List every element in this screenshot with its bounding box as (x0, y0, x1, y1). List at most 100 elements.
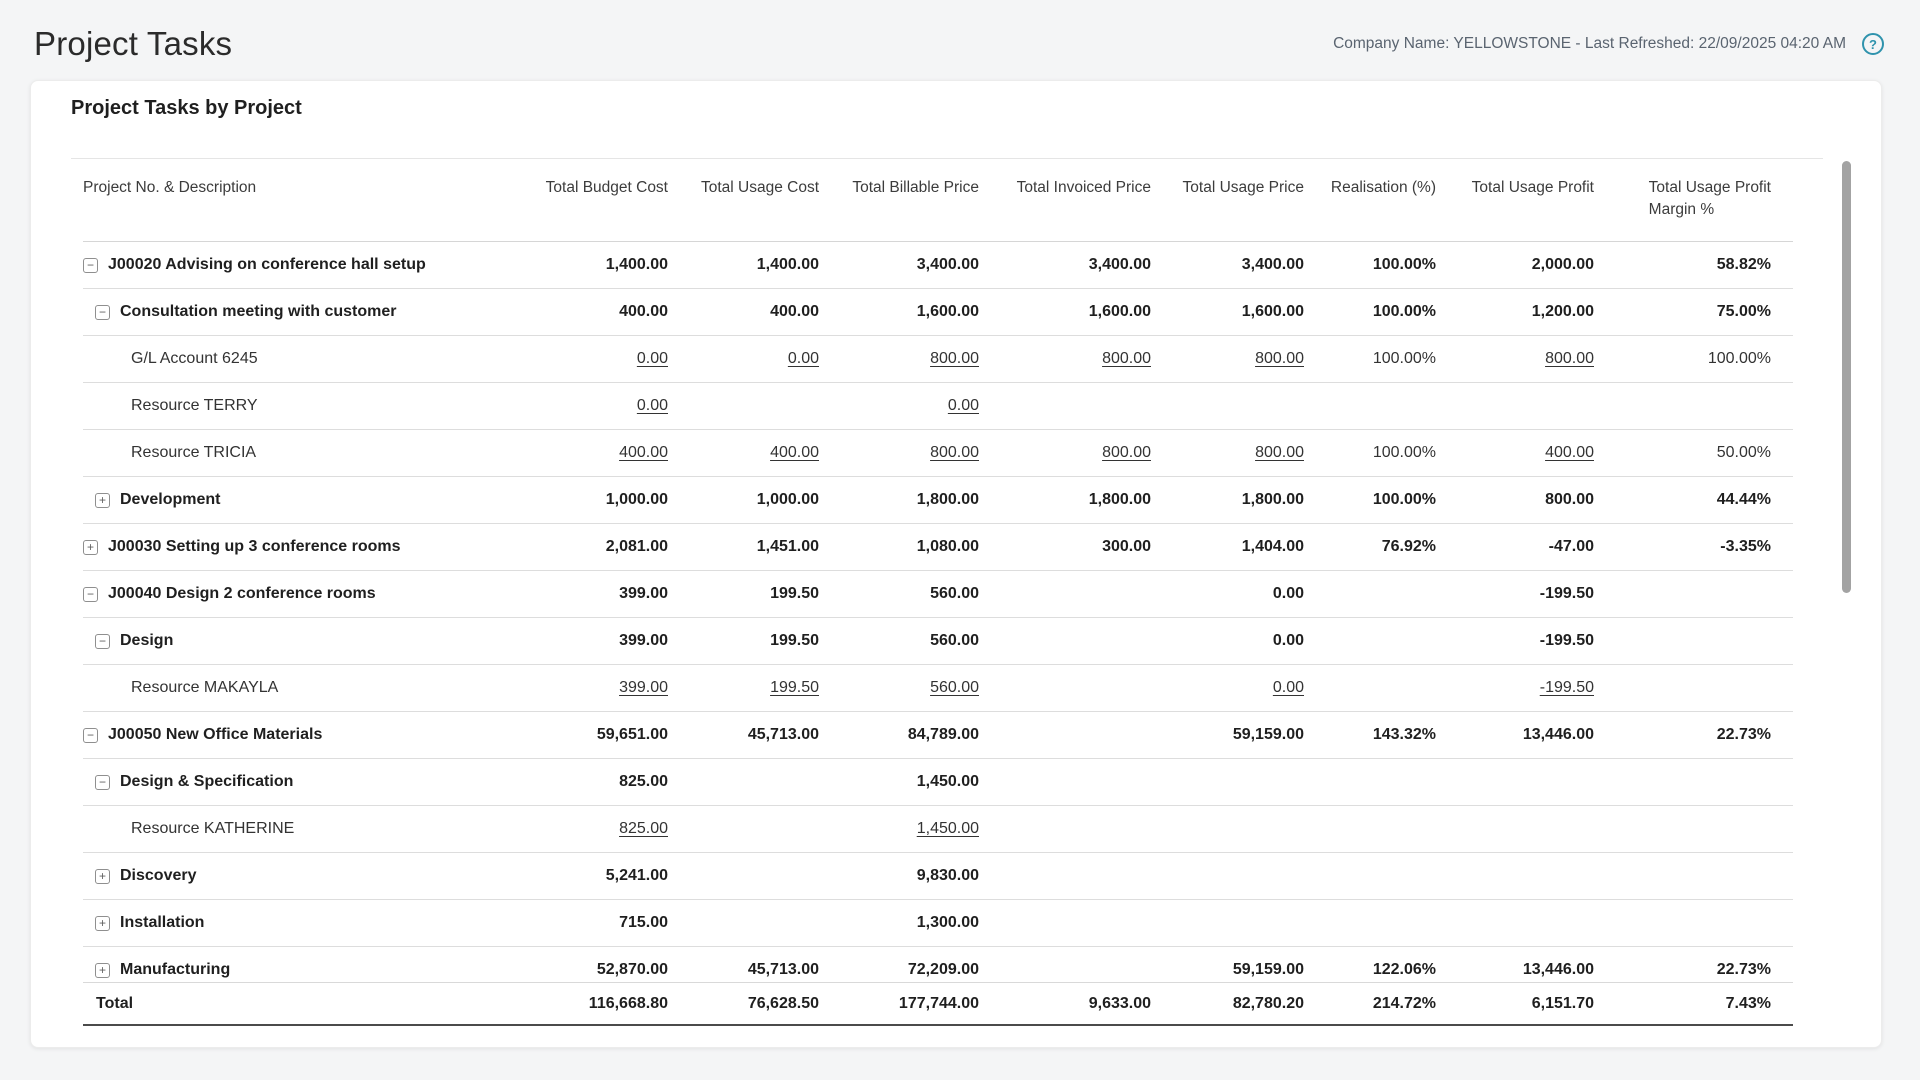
drilldown-link[interactable]: 0.00 (1272, 679, 1304, 696)
table-row: + Installation 715.00 1,300.00 (83, 900, 1793, 947)
collapse-icon[interactable]: − (95, 774, 110, 790)
drilldown-link[interactable]: 800.00 (1102, 444, 1151, 461)
row-label: J00050 New Office Materials (108, 726, 323, 743)
cell-value: 800.00 (1151, 444, 1304, 462)
cell-value: 199.50 (668, 679, 819, 697)
drilldown-link[interactable]: 800.00 (1255, 350, 1304, 367)
table-row: + J00030 Setting up 3 conference rooms 2,0… (83, 524, 1793, 571)
drilldown-link[interactable]: 1,450.00 (916, 820, 979, 837)
collapse-icon[interactable]: − (83, 257, 98, 273)
drilldown-link[interactable]: 400.00 (619, 444, 668, 461)
cell-value: 22.73% (1716, 726, 1771, 743)
expand-icon[interactable]: + (95, 962, 110, 978)
cell-value: 400.00 (431, 444, 668, 462)
row-label: Design & Specification (120, 773, 294, 790)
cell-value: 100.00% (1707, 350, 1771, 367)
collapse-icon[interactable]: − (83, 727, 98, 743)
drilldown-link[interactable]: 400.00 (770, 444, 819, 461)
drilldown-link[interactable]: 800.00 (930, 444, 979, 461)
row-description-cell: + Manufacturing (83, 961, 431, 979)
total-realisation: 214.72% (1372, 994, 1436, 1012)
cell-value: 300.00 (1102, 538, 1151, 555)
table-row: + Discovery 5,241.00 9,830.00 (83, 853, 1793, 900)
row-label: Resource TERRY (131, 397, 258, 414)
drilldown-link[interactable]: 0.00 (636, 397, 668, 414)
row-description-cell: Resource MAKAYLA (83, 679, 431, 697)
row-label: J00040 Design 2 conference rooms (108, 585, 376, 602)
cell-value: 2,081.00 (605, 538, 668, 555)
collapse-icon[interactable]: − (83, 586, 98, 602)
cell-value: 45,713.00 (747, 961, 819, 978)
cell-value: 1,400.00 (756, 256, 819, 273)
column-header-usage-price: Total Usage Price (1182, 179, 1304, 196)
drilldown-link[interactable]: 560.00 (930, 679, 979, 696)
drilldown-link[interactable]: 800.00 (1545, 350, 1594, 367)
expand-icon[interactable]: + (95, 492, 110, 508)
cell-value: 1,450.00 (916, 773, 979, 790)
row-description-cell: − J00020 Advising on conference hall setu… (83, 256, 431, 274)
cell-value: 9,830.00 (916, 867, 979, 884)
table-header-row: Project No. & Description Total Budget C… (83, 159, 1793, 242)
expand-icon[interactable]: + (95, 915, 110, 931)
row-label: Resource TRICIA (131, 444, 257, 461)
drilldown-link[interactable]: 400.00 (1545, 444, 1594, 461)
vertical-scrollbar[interactable] (1842, 161, 1851, 593)
row-label: Discovery (120, 867, 197, 884)
cell-value: 59,159.00 (1232, 961, 1304, 978)
total-row: Total 116,668.80 76,628.50 177,744.00 9,… (83, 982, 1793, 1026)
page-title: Project Tasks (34, 25, 233, 62)
total-usage-profit-margin: 7.43% (1725, 994, 1771, 1012)
cell-value: 560.00 (930, 585, 979, 602)
table-row: − Consultation meeting with customer 400.0… (83, 289, 1793, 336)
row-label: Resource MAKAYLA (131, 679, 279, 696)
row-label: Manufacturing (120, 961, 231, 978)
cell-value: 1,300.00 (916, 914, 979, 931)
cell-value: 22.73% (1716, 961, 1771, 978)
cell-value: 1,450.00 (819, 820, 979, 838)
report-title: Project Tasks by Project (71, 97, 302, 119)
drilldown-link[interactable]: -199.50 (1539, 679, 1594, 696)
row-description-cell: + Discovery (83, 867, 431, 885)
row-description-cell: + J00030 Setting up 3 conference rooms (83, 538, 431, 556)
drilldown-link[interactable]: 0.00 (947, 397, 979, 414)
column-header-billable-price: Total Billable Price (852, 179, 979, 196)
drilldown-link[interactable]: 825.00 (619, 820, 668, 837)
cell-value: 0.00 (1151, 679, 1304, 697)
help-icon[interactable]: ? (1862, 33, 1884, 55)
drilldown-link[interactable]: 800.00 (1102, 350, 1151, 367)
drilldown-link[interactable]: 399.00 (619, 679, 668, 696)
drilldown-link[interactable]: 800.00 (930, 350, 979, 367)
header-meta: Company Name: YELLOWSTONE - Last Refresh… (1333, 33, 1884, 55)
collapse-icon[interactable]: − (95, 304, 110, 320)
cell-value: 800.00 (979, 350, 1151, 368)
cell-value: 400.00 (770, 303, 819, 320)
total-budget-cost: 116,668.80 (588, 994, 668, 1012)
row-description-cell: Resource KATHERINE (83, 820, 431, 838)
cell-value: 59,651.00 (596, 726, 668, 743)
row-description-cell: − Design (83, 632, 431, 650)
table-row: − J00040 Design 2 conference rooms 399.00 1… (83, 571, 1793, 618)
report-card: Project Tasks by Project Project No. & D… (30, 80, 1882, 1048)
cell-value: 825.00 (431, 820, 668, 838)
cell-value: 1,800.00 (916, 491, 979, 508)
cell-value: 75.00% (1716, 303, 1771, 320)
expand-icon[interactable]: + (95, 868, 110, 884)
row-label: G/L Account 6245 (131, 350, 258, 367)
column-header-budget-cost: Total Budget Cost (545, 179, 668, 196)
cell-value: 1,600.00 (1088, 303, 1151, 320)
cell-value: 400.00 (668, 444, 819, 462)
row-description-cell: Resource TERRY (83, 397, 431, 415)
table-row: Resource TRICIA 400.00 400.00 800.00 800.00 8… (83, 430, 1793, 477)
drilldown-link[interactable]: 0.00 (787, 350, 819, 367)
cell-value: 1,600.00 (1241, 303, 1304, 320)
drilldown-link[interactable]: 0.00 (636, 350, 668, 367)
drilldown-link[interactable]: 199.50 (770, 679, 819, 696)
row-label: Consultation meeting with customer (120, 303, 397, 320)
drilldown-link[interactable]: 800.00 (1255, 444, 1304, 461)
collapse-icon[interactable]: − (95, 633, 110, 649)
cell-value: 5,241.00 (605, 867, 668, 884)
cell-value: 0.00 (431, 397, 668, 415)
expand-icon[interactable]: + (83, 539, 98, 555)
cell-value: 400.00 (619, 303, 668, 320)
row-description-cell: + Installation (83, 914, 431, 932)
